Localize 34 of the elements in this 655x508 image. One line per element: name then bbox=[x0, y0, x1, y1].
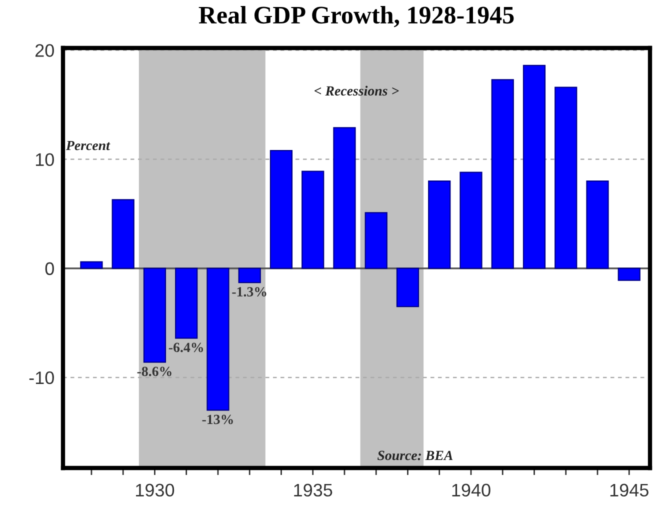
bar bbox=[80, 261, 103, 269]
data-label: -1.3% bbox=[232, 287, 266, 297]
y-tick-label: 10 bbox=[36, 153, 54, 166]
bar bbox=[522, 64, 546, 269]
annotation: < Recessions > bbox=[314, 86, 399, 96]
bar bbox=[618, 268, 640, 281]
bar bbox=[206, 268, 230, 411]
bar bbox=[460, 172, 482, 269]
bar bbox=[270, 150, 293, 269]
bar bbox=[112, 199, 134, 269]
bar bbox=[143, 268, 166, 363]
y-tick-label: 20 bbox=[35, 44, 54, 57]
x-tick-label: 1930 bbox=[136, 484, 174, 497]
bar bbox=[586, 180, 609, 269]
bar bbox=[302, 170, 324, 269]
bar bbox=[554, 86, 578, 269]
x-tick-label: 1945 bbox=[610, 484, 648, 497]
bar bbox=[364, 212, 388, 269]
bar bbox=[238, 268, 261, 284]
bar bbox=[428, 180, 451, 269]
x-tick-label: 1935 bbox=[294, 484, 332, 497]
data-label: -13% bbox=[202, 414, 233, 424]
bar bbox=[491, 79, 514, 269]
y-tick-label: 0 bbox=[45, 262, 54, 276]
y-tick-label: -10 bbox=[29, 371, 54, 384]
x-tick-label: 1940 bbox=[452, 484, 490, 497]
bar bbox=[175, 268, 198, 339]
bar bbox=[333, 127, 356, 269]
data-label: -6.4% bbox=[168, 342, 203, 352]
chart-title: Real GDP Growth, 1928-1945 bbox=[198, 6, 514, 28]
data-label: -8.6% bbox=[137, 366, 172, 376]
annotation: Source: BEA bbox=[377, 450, 453, 460]
bar bbox=[396, 268, 420, 308]
annotation: Percent bbox=[66, 140, 110, 150]
